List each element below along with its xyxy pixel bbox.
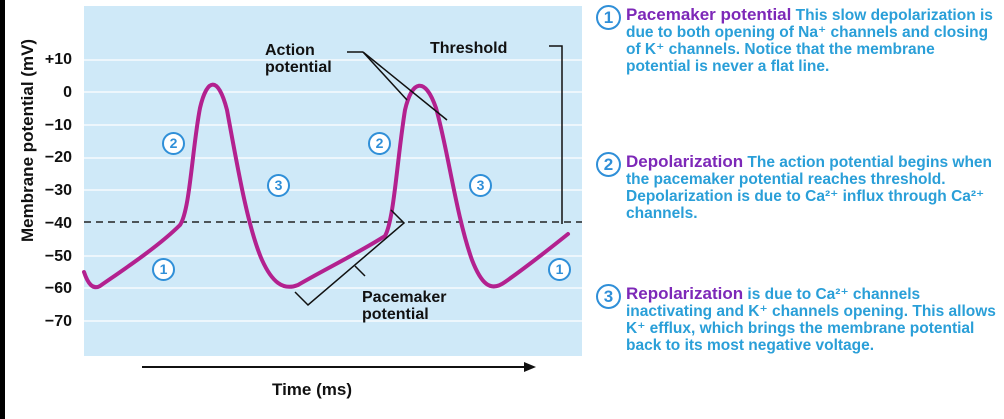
- gridlines: [84, 59, 582, 322]
- y-tick-label: 0: [63, 84, 72, 101]
- legend-body: The action potential begins when the pac…: [626, 154, 993, 222]
- y-tick-label: −50: [44, 248, 72, 265]
- legend-title: Pacemaker potential: [626, 5, 792, 24]
- pacemaker-bracket-tick: [354, 265, 366, 277]
- action-potential-label-line1: Action: [265, 42, 315, 59]
- time-arrowhead: [524, 362, 536, 372]
- legend-description: Repolarization is due to Ca²⁺ channels i…: [626, 285, 998, 354]
- legend-number-marker: 3: [596, 284, 621, 309]
- legend-description: Pacemaker potential This slow depolariza…: [626, 6, 998, 75]
- x-axis-label: Time (ms): [272, 380, 352, 399]
- action-potential-leader: [362, 51, 448, 121]
- pacemaker-bracket: [294, 209, 406, 307]
- curve-marker-pacemaker: 1: [548, 258, 571, 281]
- curve-marker-repolarization: 3: [469, 174, 492, 197]
- pacemaker-potential-label-line2: potential: [362, 306, 429, 323]
- legend-body: This slow depolarization is due to both …: [626, 7, 993, 75]
- legend-title: Repolarization: [626, 284, 744, 303]
- legend-description: Depolarization The action potential begi…: [626, 153, 998, 222]
- curve-marker-depolarization: 2: [162, 132, 185, 155]
- y-tick-label: −30: [44, 182, 72, 199]
- threshold-label: Threshold: [430, 40, 508, 57]
- plot-background: [84, 6, 582, 356]
- membrane-potential-curve: [82, 82, 570, 290]
- pacemaker-potential-label: Pacemaker potential: [362, 289, 447, 323]
- left-frame-border: [0, 0, 5, 419]
- legend-number-marker: 2: [596, 152, 621, 177]
- threshold-bracket: [549, 45, 563, 224]
- legend-number-marker: 1: [596, 5, 621, 30]
- legend-body: is due to Ca²⁺ channels inactivating and…: [626, 286, 996, 354]
- action-potential-leader: [362, 51, 408, 101]
- pacemaker-potential-label-line1: Pacemaker: [362, 289, 447, 306]
- curve-marker-pacemaker: 1: [152, 258, 175, 281]
- y-tick-label: −40: [44, 215, 72, 232]
- y-tick-label: +10: [44, 51, 72, 68]
- y-tick-label: −20: [44, 149, 72, 166]
- y-tick-label: −10: [44, 117, 72, 134]
- curve-marker-repolarization: 3: [267, 174, 290, 197]
- action-potential-label-line2: potential: [265, 59, 332, 76]
- curve-marker-depolarization: 2: [368, 132, 391, 155]
- y-tick-label: −60: [44, 280, 72, 297]
- y-tick-label: −70: [44, 313, 72, 330]
- legend-title: Depolarization: [626, 152, 744, 171]
- action-potential-label: Action potential: [265, 42, 332, 76]
- pacemaker-potential-diagram: [82, 6, 582, 372]
